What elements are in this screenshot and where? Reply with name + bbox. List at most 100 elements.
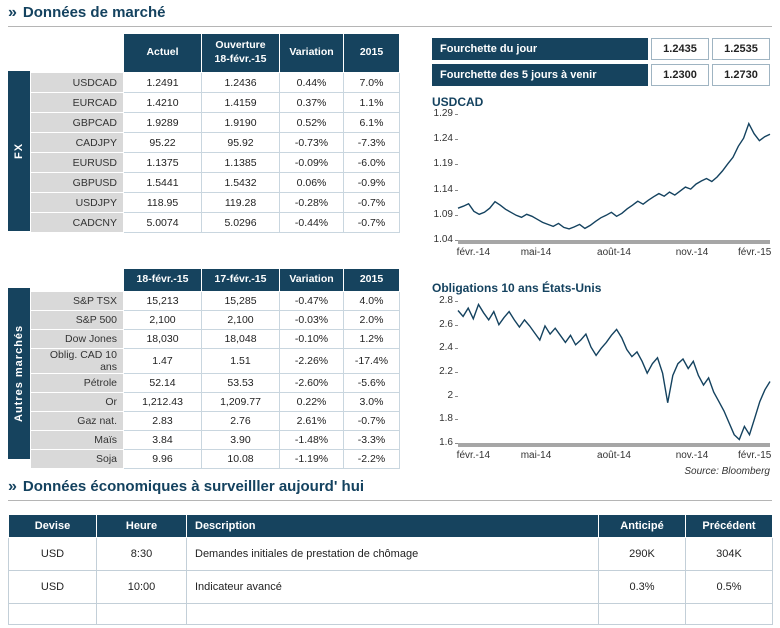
cell-value: -0.7%	[343, 411, 400, 431]
x-tick-label: févr.-15	[737, 450, 772, 461]
cell-value: 119.28	[201, 192, 280, 213]
column-header: 18-févr.-15	[123, 268, 202, 292]
row-label: USDJPY	[30, 192, 124, 213]
cell-value: 15,285	[201, 291, 280, 311]
cell-value: 1.2436	[201, 72, 280, 93]
x-tick-label: mai-14	[520, 450, 552, 461]
y-tick-mark	[455, 372, 458, 373]
cell-value: 3.0%	[343, 392, 400, 412]
cell-value: 9.96	[123, 449, 202, 469]
bonds-plotwrap: févr.-14 mai-14 août-14 nov.-14 févr.-15	[455, 301, 772, 464]
fx-table: Actuel Ouverture 18-févr.-15 Variation 2015…	[30, 33, 400, 233]
y-tick-mark	[455, 301, 458, 302]
cell-value: -2.26%	[279, 348, 344, 374]
y-tick-label: 1.19	[433, 158, 453, 170]
row-label: Dow Jones	[30, 329, 124, 349]
cell-value: 1.2491	[123, 72, 202, 93]
x-tick-label: août-14	[597, 247, 631, 258]
row-label: S&P 500	[30, 310, 124, 330]
column-header: Actuel	[123, 33, 202, 73]
cell-value: -2.60%	[279, 373, 344, 393]
y-tick-mark	[455, 324, 458, 326]
cell-value: -0.47%	[279, 291, 344, 311]
column-header: 2015	[343, 33, 400, 73]
cell-value: 290K	[598, 537, 686, 571]
cell-value: 6.1%	[343, 112, 400, 133]
cell-value: 0.22%	[279, 392, 344, 412]
section-chevron-icon: »	[8, 478, 17, 495]
cell-value: -6.0%	[343, 152, 400, 173]
cell-value: -0.9%	[343, 172, 400, 193]
row-label: Gaz nat.	[30, 411, 124, 431]
table-row: Oblig. CAD 10 ans 1.47 1.51 -2.26% -17.4%	[30, 348, 400, 374]
markets-table: 18-févr.-15 17-févr.-15 Variation 2015 S&P T…	[30, 268, 400, 469]
cell-value: 2,100	[123, 310, 202, 330]
cell-value: 95.22	[123, 132, 202, 153]
cell-value: 53.53	[201, 373, 280, 393]
y-tick-mark	[455, 164, 458, 166]
table-row: EURUSD 1.1375 1.1385 -0.09% -6.0%	[30, 152, 400, 173]
econ-section-title: Données économiques à surveilller aujour…	[22, 478, 365, 495]
cell-value: 7.0%	[343, 72, 400, 93]
cell-value: 1.9190	[201, 112, 280, 133]
cell-value: -2.2%	[343, 449, 400, 469]
market-section-divider	[8, 26, 772, 27]
row-label: CADJPY	[30, 132, 124, 153]
cell-value: 10:00	[96, 570, 187, 604]
table-row: GBPUSD 1.5441 1.5432 0.06% -0.9%	[30, 172, 400, 193]
cell-value: 1.9289	[123, 112, 202, 133]
cell-value: 3.84	[123, 430, 202, 450]
y-tick-mark	[455, 348, 458, 350]
row-label: EURCAD	[30, 92, 124, 113]
bonds-plot	[455, 301, 771, 447]
table-row: USD 10:00 Indicateur avancé 0.3% 0.5%	[8, 570, 773, 604]
cell-value: 1.2%	[343, 329, 400, 349]
column-spacer	[31, 34, 124, 73]
x-tick-label: août-14	[597, 450, 631, 461]
table-row: S&P TSX 15,213 15,285 -0.47% 4.0%	[30, 291, 400, 311]
table-row: Maïs 3.84 3.90 -1.48% -3.3%	[30, 430, 400, 450]
column-header: 2015	[343, 268, 400, 292]
y-tick-label: 2	[447, 389, 453, 401]
cell-value: 1,212.43	[123, 392, 202, 412]
cell-value: 8:30	[96, 537, 187, 571]
cell-value: 1.47	[123, 348, 202, 374]
table-row: S&P 500 2,100 2,100 -0.03% 2.0%	[30, 310, 400, 330]
row-label: GBPCAD	[30, 112, 124, 133]
header-row: Devise Heure Description Anticipé Précédent	[8, 514, 773, 538]
y-tick-label: 2.8	[439, 295, 453, 306]
cell-value: 118.95	[123, 192, 202, 213]
cell-value: 1.1375	[123, 152, 202, 173]
cell-value: 5.0296	[201, 212, 280, 233]
cell-value: 2,100	[201, 310, 280, 330]
cell-value: 304K	[685, 537, 773, 571]
cell-value: 0.5%	[685, 570, 773, 604]
usdcad-line-svg	[457, 121, 771, 230]
column-header: Ouverture 18-févr.-15	[201, 33, 280, 73]
econ-section-header: » Données économiques à surveilller aujo…	[8, 478, 364, 495]
cell-value: 1.1385	[201, 152, 280, 173]
usdcad-plot	[455, 114, 771, 244]
y-tick-label: 1.09	[433, 208, 453, 220]
cell-value: -5.6%	[343, 373, 400, 393]
header-row: 18-févr.-15 17-févr.-15 Variation 2015	[31, 268, 400, 292]
range-low: 1.2435	[651, 38, 709, 60]
y-tick-mark	[455, 214, 458, 216]
cell-value: -0.09%	[279, 152, 344, 173]
range-high: 1.2730	[712, 64, 770, 86]
x-tick-label: févr.-15	[737, 247, 772, 258]
usdcad-plotwrap: févr.-14 mai-14 août-14 nov.-14 févr.-15	[455, 114, 772, 261]
cell-value: -0.10%	[279, 329, 344, 349]
cell-value: -0.03%	[279, 310, 344, 330]
cell-value: 0.44%	[279, 72, 344, 93]
cell-value: 1.51	[201, 348, 280, 374]
table-row: USDJPY 118.95 119.28 -0.28% -0.7%	[30, 192, 400, 213]
table-row: CADCNY 5.0074 5.0296 -0.44% -0.7%	[30, 212, 400, 233]
cell-value: 2.61%	[279, 411, 344, 431]
cell-value: 15,213	[123, 291, 202, 311]
cell-value	[8, 603, 97, 625]
header-row: Actuel Ouverture 18-févr.-15 Variation 2015	[31, 33, 400, 73]
x-tick-label: nov.-14	[675, 247, 709, 258]
y-tick-label: 2.4	[439, 342, 453, 354]
cell-value: 18,030	[123, 329, 202, 349]
